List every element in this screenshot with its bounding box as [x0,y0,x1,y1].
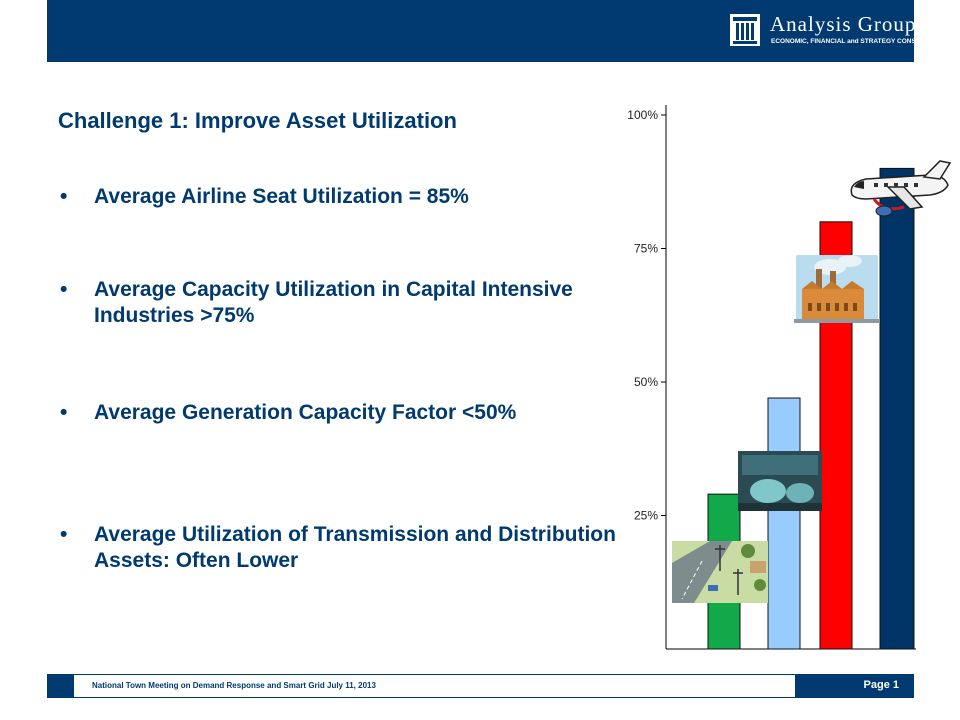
bullet-item: • Average Generation Capacity Factor <50… [60,400,620,426]
airplane-icon [850,160,952,217]
company-logo: Analysis Group ECONOMIC, FINANCIAL and S… [730,12,955,52]
logo-pillar-icon [730,14,760,46]
y-tick-label: 25% [634,509,658,523]
footer-bar: National Town Meeting on Demand Response… [47,674,914,698]
factory-icon [794,255,880,323]
y-tick-label: 100% [627,108,658,122]
bar [767,397,801,650]
bullet-item: • Average Utilization of Transmission an… [60,522,620,574]
generator-icon [738,451,822,511]
chart-svg: 25% 50% 75% 100% [627,105,952,650]
logo-tagline: ECONOMIC, FINANCIAL and STRATEGY CONSULT… [771,38,946,45]
bullet-dot: • [60,278,68,301]
slide-title: Challenge 1: Improve Asset Utilization [58,108,457,133]
bullet-text: Average Generation Capacity Factor <50% [94,401,517,424]
bullet-item: • Average Capacity Utilization in Capita… [60,277,620,329]
power-lines-icon [672,541,768,603]
utilization-chart: 25% 50% 75% 100% [600,95,960,665]
bullet-dot: • [60,523,68,546]
header-band: Analysis Group ECONOMIC, FINANCIAL and S… [47,0,945,62]
bullet-text: Average Capacity Utilization in Capital … [94,278,573,327]
page-number: Page 1 [863,679,899,691]
y-tick-label: 75% [634,242,658,256]
bullet-dot: • [60,401,68,424]
footer-text: National Town Meeting on Demand Response… [92,681,376,690]
footer-accent [48,675,74,697]
bullet-text: Average Utilization of Transmission and … [94,523,616,572]
bullet-dot: • [60,185,68,208]
logo-name: Analysis Group [770,12,917,36]
bullet-text: Average Airline Seat Utilization = 85% [94,185,469,208]
footer-page-box: Page 1 [795,675,913,697]
y-tick-label: 50% [634,375,658,389]
bar [879,167,915,650]
bullet-item: • Average Airline Seat Utilization = 85% [60,184,620,210]
